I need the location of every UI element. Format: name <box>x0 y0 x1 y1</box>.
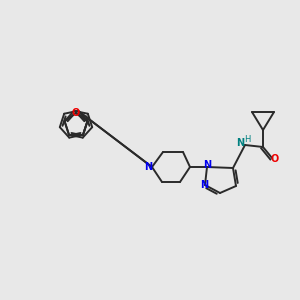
Text: N: N <box>236 138 244 148</box>
Text: N: N <box>144 162 152 172</box>
Text: N: N <box>200 180 208 190</box>
Text: N: N <box>203 160 211 170</box>
Text: H: H <box>244 136 250 145</box>
Text: O: O <box>72 108 80 118</box>
Text: O: O <box>271 154 279 164</box>
